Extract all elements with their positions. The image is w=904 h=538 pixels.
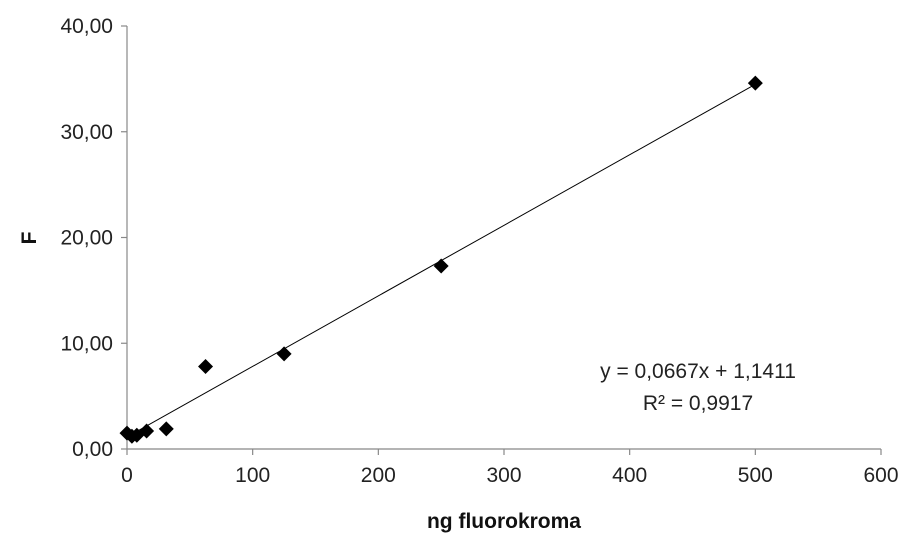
data-point xyxy=(276,346,292,362)
data-point xyxy=(747,75,763,91)
y-tick-label: 40,00 xyxy=(60,15,113,38)
y-tick-label: 0,00 xyxy=(72,438,113,461)
data-point xyxy=(139,423,155,439)
axes xyxy=(126,26,881,450)
x-tick-label: 500 xyxy=(738,464,773,487)
data-point xyxy=(158,421,174,437)
trendline-equation: y = 0,0667x + 1,1411 xyxy=(600,360,796,383)
x-tick-label: 200 xyxy=(361,464,396,487)
y-tick-label: 20,00 xyxy=(60,227,113,250)
r-squared-label: R² = 0,9917 xyxy=(643,392,753,415)
data-point xyxy=(433,258,449,274)
data-points xyxy=(119,75,763,444)
y-tick-label: 30,00 xyxy=(60,121,113,144)
y-tick-label: 10,00 xyxy=(60,332,113,355)
x-axis-title: ng fluorokroma xyxy=(427,510,581,533)
y-axis-title: F xyxy=(18,231,41,244)
x-tick-label: 100 xyxy=(235,464,270,487)
x-tick-label: 0 xyxy=(121,464,133,487)
x-axis-ticks: 0 100 200 300 400 500 600 xyxy=(121,449,899,487)
y-axis-ticks: 0,00 10,00 20,00 30,00 40,00 xyxy=(60,15,127,461)
x-tick-label: 300 xyxy=(486,464,521,487)
data-point xyxy=(198,359,214,375)
x-tick-label: 600 xyxy=(863,464,898,487)
x-tick-label: 400 xyxy=(612,464,647,487)
